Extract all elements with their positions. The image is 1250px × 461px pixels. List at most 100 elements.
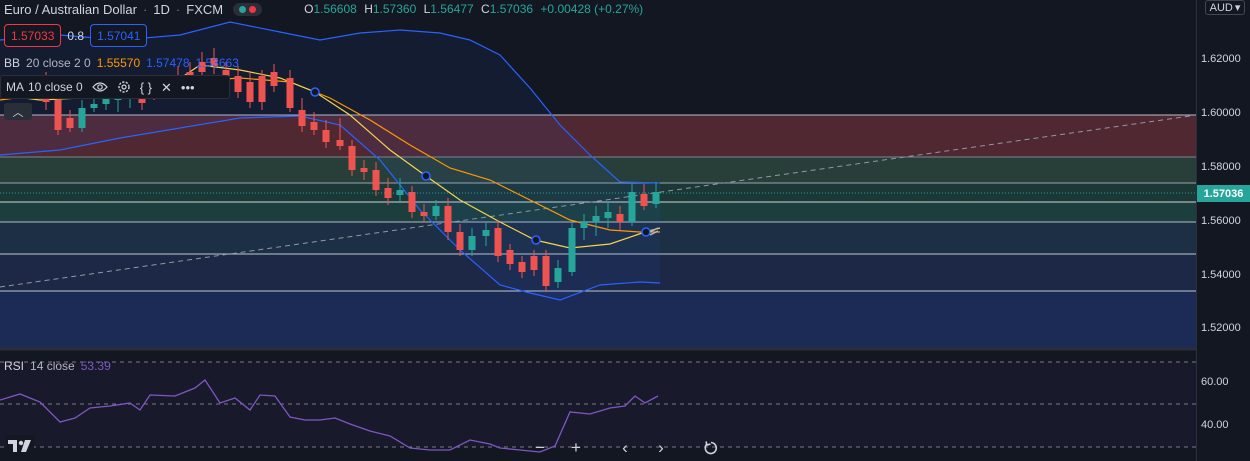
market-open-dot xyxy=(239,5,247,13)
candle-body xyxy=(198,62,206,72)
reset-icon[interactable] xyxy=(698,437,724,459)
candle-body xyxy=(78,108,86,128)
open-label: O xyxy=(304,2,314,16)
rsi-value: 53.39 xyxy=(80,359,111,373)
candle-body xyxy=(90,104,98,108)
rsi-legend[interactable]: RSI 14 close 53.39 xyxy=(4,359,111,373)
candle-body xyxy=(444,206,452,232)
price-tick: 1.62000 xyxy=(1201,53,1241,65)
zoom-out-icon[interactable]: − xyxy=(535,438,545,457)
candle-body xyxy=(298,110,306,126)
bb-lower-value: 1.53663 xyxy=(195,56,239,70)
candle-body xyxy=(568,228,576,272)
rsi-tick: 60.00 xyxy=(1201,376,1229,388)
candle-body xyxy=(432,206,440,216)
bb-legend[interactable]: BB 20 close 2 0 1.55570 1.57478 1.53663 xyxy=(4,56,239,70)
low-value: 1.56477 xyxy=(430,2,474,16)
candle-body xyxy=(322,130,330,142)
chevron-down-icon: ▾ xyxy=(1234,2,1241,14)
scroll-left-icon[interactable]: ‹ xyxy=(622,438,628,457)
bb-name: BB xyxy=(4,56,21,70)
chart-header: Euro / Australian Dollar · 1D · FXCM O1.… xyxy=(4,0,643,18)
buy-button[interactable]: 1.57041 xyxy=(90,24,148,47)
zoom-in-icon[interactable]: + xyxy=(571,438,581,457)
low-label: L xyxy=(423,2,431,16)
ma-params: 10 close 0 xyxy=(28,80,83,94)
rsi-tick: 40.00 xyxy=(1201,419,1229,431)
candle-body xyxy=(554,268,562,282)
candle-body xyxy=(336,140,344,146)
candle-body xyxy=(604,212,612,218)
candle-body xyxy=(66,118,74,128)
candle-body xyxy=(580,222,588,228)
bb-upper-value: 1.57478 xyxy=(146,56,190,70)
eye-icon[interactable] xyxy=(91,81,108,93)
separator-dot: · xyxy=(142,1,148,17)
realtime-dot xyxy=(249,5,257,13)
candle-body xyxy=(360,168,368,172)
change-value: +0.00428 (+0.27%) xyxy=(540,2,644,16)
close-icon[interactable]: ✕ xyxy=(161,79,172,95)
high-label: H xyxy=(364,2,373,16)
open-value: 1.56608 xyxy=(313,2,357,16)
market-status-pill[interactable] xyxy=(233,2,263,16)
candle-body xyxy=(102,97,110,104)
current-price-label: 1.57036 xyxy=(1197,185,1250,202)
bb-basis-value: 1.55570 xyxy=(96,56,141,70)
close-value: 1.57036 xyxy=(489,2,534,16)
candle-body xyxy=(286,78,294,108)
candle-body xyxy=(468,236,476,250)
ma-name: MA xyxy=(6,80,24,94)
chevron-up-icon[interactable]: ︿ xyxy=(4,103,32,120)
candle-body xyxy=(592,216,600,222)
candle-body xyxy=(652,192,660,204)
currency-dropdown[interactable]: AUD ▾ xyxy=(1205,0,1245,15)
candle-body xyxy=(138,95,146,103)
price-tick: 1.58000 xyxy=(1201,161,1241,173)
candle-body xyxy=(408,192,416,212)
source-code-icon[interactable]: { } xyxy=(139,79,152,95)
candle-body xyxy=(518,262,526,272)
ma-legend[interactable]: MA 10 close 0 { } ✕ ••• xyxy=(0,75,230,99)
scroll-right-icon[interactable]: › xyxy=(658,438,664,457)
currency-label: AUD xyxy=(1209,1,1233,14)
settings-icon[interactable] xyxy=(117,80,131,94)
candle-body xyxy=(396,190,404,195)
candle-body xyxy=(616,214,624,222)
price-tick: 1.56000 xyxy=(1201,215,1241,227)
more-icon[interactable]: ••• xyxy=(180,79,195,95)
candle-body xyxy=(542,256,550,286)
candle-body xyxy=(210,58,218,66)
candle-body xyxy=(234,76,242,92)
interval-label[interactable]: 1D xyxy=(153,1,170,17)
rsi-name: RSI xyxy=(4,359,25,373)
bb-params: 20 close 2 0 xyxy=(26,56,91,70)
separator-dot: · xyxy=(175,1,181,17)
candle-body xyxy=(348,146,356,170)
candle-body xyxy=(530,256,538,270)
price-tick: 1.54000 xyxy=(1201,269,1241,281)
candle-body xyxy=(384,188,392,198)
symbol-name[interactable]: Euro / Australian Dollar xyxy=(4,1,137,17)
trade-panel: 1.57033 0.8 1.57041 xyxy=(4,24,148,47)
candle-body xyxy=(246,82,254,102)
exchange-label: FXCM xyxy=(186,1,224,17)
price-tick: 1.60000 xyxy=(1201,107,1241,119)
candle-body xyxy=(54,100,62,130)
candle-body xyxy=(506,250,514,264)
candle-body xyxy=(482,230,490,236)
sell-button[interactable]: 1.57033 xyxy=(4,24,62,47)
candle-body xyxy=(494,228,502,256)
candle-body xyxy=(372,170,380,190)
price-tick: 1.52000 xyxy=(1201,322,1241,334)
price-axis[interactable] xyxy=(1196,0,1250,461)
high-value: 1.57360 xyxy=(372,2,417,16)
spread-value: 0.8 xyxy=(67,28,85,43)
candle-body xyxy=(270,72,278,86)
candle-body xyxy=(640,194,648,206)
tradingview-logo[interactable] xyxy=(6,435,34,457)
ohlc-values: O1.56608 H1.57360 L1.56477 C1.57036 +0.0… xyxy=(304,2,643,16)
candle-body xyxy=(310,122,318,130)
candle-body xyxy=(628,192,636,222)
rsi-params: 14 close xyxy=(30,359,75,373)
